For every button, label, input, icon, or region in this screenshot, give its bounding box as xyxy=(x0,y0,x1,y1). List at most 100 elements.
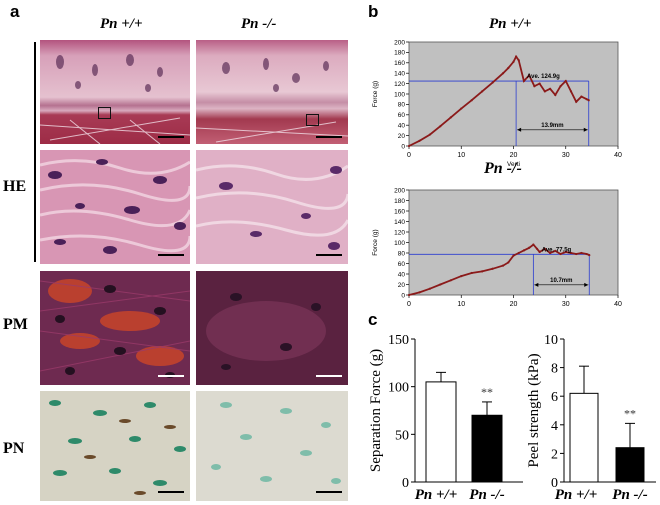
force-data-point xyxy=(481,90,484,93)
x-tick-label: 10 xyxy=(457,301,465,308)
y-tick-label: 4 xyxy=(551,419,558,434)
y-tick-label: 2 xyxy=(551,447,558,462)
force-data-point xyxy=(587,99,590,102)
force-data-point xyxy=(460,107,463,110)
he-bracket-line xyxy=(34,42,36,262)
force-data-point xyxy=(517,251,520,255)
force-data-point xyxy=(559,85,562,88)
y-tick-label: 200 xyxy=(394,39,405,46)
y-tick-label: 6 xyxy=(551,390,558,405)
pm-ko-image xyxy=(196,271,348,385)
force-data-point xyxy=(439,125,442,128)
y-tick-label: 60 xyxy=(398,112,406,119)
y-axis-label: Force (g) xyxy=(372,229,379,255)
force-data-point xyxy=(538,250,541,254)
force-data-point xyxy=(528,246,531,249)
x-tick-label: 20 xyxy=(510,152,518,159)
span-arrow-head-right xyxy=(583,127,588,132)
y-tick-label: 80 xyxy=(398,102,406,109)
row-label-pm: PM xyxy=(3,316,28,333)
force-data-point xyxy=(491,81,494,84)
y-tick-label: 0 xyxy=(402,476,409,491)
x-tick-label: 30 xyxy=(562,301,570,308)
force-data-point xyxy=(575,100,578,103)
he-inset-box-wt xyxy=(98,107,111,119)
y-axis-label: Peel strength (kPa) xyxy=(528,353,542,467)
col-label-wt: Pn +/+ xyxy=(100,16,143,32)
scale-bar xyxy=(158,136,184,138)
span-arrow-head-left xyxy=(534,282,539,287)
x-tick-label: 0 xyxy=(407,301,411,308)
he-highmag-wt-image xyxy=(40,150,190,264)
y-tick-label: 160 xyxy=(394,208,405,215)
panel-c-letter: c xyxy=(368,310,378,329)
y-tick-label: 150 xyxy=(388,333,409,348)
y-tick-label: 60 xyxy=(398,261,406,268)
pn-ko-image xyxy=(196,391,348,501)
span-annotation: 13.9mm xyxy=(541,123,563,129)
force-data-point xyxy=(543,247,546,250)
category-label: Pn +/+ xyxy=(555,487,598,503)
force-data-point xyxy=(548,87,552,90)
category-label: Pn -/- xyxy=(469,487,504,503)
force-data-point xyxy=(532,243,535,246)
y-tick-label: 140 xyxy=(394,219,405,226)
force-data-point xyxy=(515,55,518,58)
row-label-pn: PN xyxy=(3,440,25,457)
y-axis-label: Separation Force (g) xyxy=(368,349,384,472)
force-data-point xyxy=(580,251,583,255)
x-tick-label: 40 xyxy=(614,152,622,159)
significance-annotation: ** xyxy=(624,406,636,420)
force-data-point xyxy=(428,287,431,290)
force-data-point xyxy=(533,85,536,88)
panel-b-bottom-title: Pn -/- xyxy=(484,160,522,177)
significance-annotation: ** xyxy=(481,385,493,399)
force-data-point xyxy=(528,74,531,77)
x-tick-label: 10 xyxy=(457,152,465,159)
force-data-point xyxy=(501,72,505,75)
force-data-point xyxy=(548,251,552,255)
force-data-point xyxy=(512,60,515,63)
y-tick-label: 0 xyxy=(401,143,405,150)
force-data-point xyxy=(554,249,557,252)
x-tick-label: 20 xyxy=(510,301,518,308)
y-tick-label: 0 xyxy=(551,476,558,491)
y-tick-label: 200 xyxy=(394,187,405,194)
y-tick-label: 100 xyxy=(394,240,405,247)
force-data-point xyxy=(507,66,510,70)
force-data-point xyxy=(559,252,562,256)
force-data-point xyxy=(501,264,505,267)
y-tick-label: 180 xyxy=(394,198,405,205)
y-tick-label: 40 xyxy=(398,271,406,278)
force-data-point xyxy=(564,250,567,254)
force-data-point xyxy=(418,139,421,142)
force-curve-chart-wt: 0 20 40 60 80 100 120 140 160 180 200 0 10 20 30 40 Forc… xyxy=(372,39,622,168)
force-data-point xyxy=(569,90,573,93)
bar xyxy=(569,392,599,483)
he-inset-box-ko xyxy=(306,114,319,126)
force-data-point xyxy=(543,90,546,93)
scale-bar xyxy=(158,375,184,377)
y-tick-label: 140 xyxy=(394,71,405,78)
separation-force-bar-chart: 0 50 100 150 Pn +/+ Pn -/- ** Separation Force … xyxy=(368,333,523,503)
panel-b-letter: b xyxy=(368,2,379,21)
force-data-point xyxy=(470,271,473,275)
force-data-point xyxy=(575,252,578,256)
force-data-point xyxy=(481,270,484,273)
y-tick-label: 80 xyxy=(398,250,406,257)
y-tick-label: 0 xyxy=(401,292,405,299)
force-series-line xyxy=(408,243,590,296)
force-data-point xyxy=(522,79,526,83)
y-tick-label: 10 xyxy=(544,333,558,348)
category-label: Pn +/+ xyxy=(415,487,458,503)
force-data-point xyxy=(585,98,588,101)
category-label: Pn -/- xyxy=(612,487,647,503)
force-data-point xyxy=(507,261,510,264)
y-axis-label: Force (g) xyxy=(372,81,379,107)
panel-b-top-title: Pn +/+ xyxy=(489,16,532,32)
bar xyxy=(615,447,645,483)
y-tick-label: 100 xyxy=(394,91,405,98)
y-tick-label: 120 xyxy=(394,81,405,88)
force-curve-chart-ko: 0 20 40 60 80 100 120 140 160 180 200 0 10 20 30 40 Forc… xyxy=(372,187,622,308)
plot-area xyxy=(408,41,619,147)
